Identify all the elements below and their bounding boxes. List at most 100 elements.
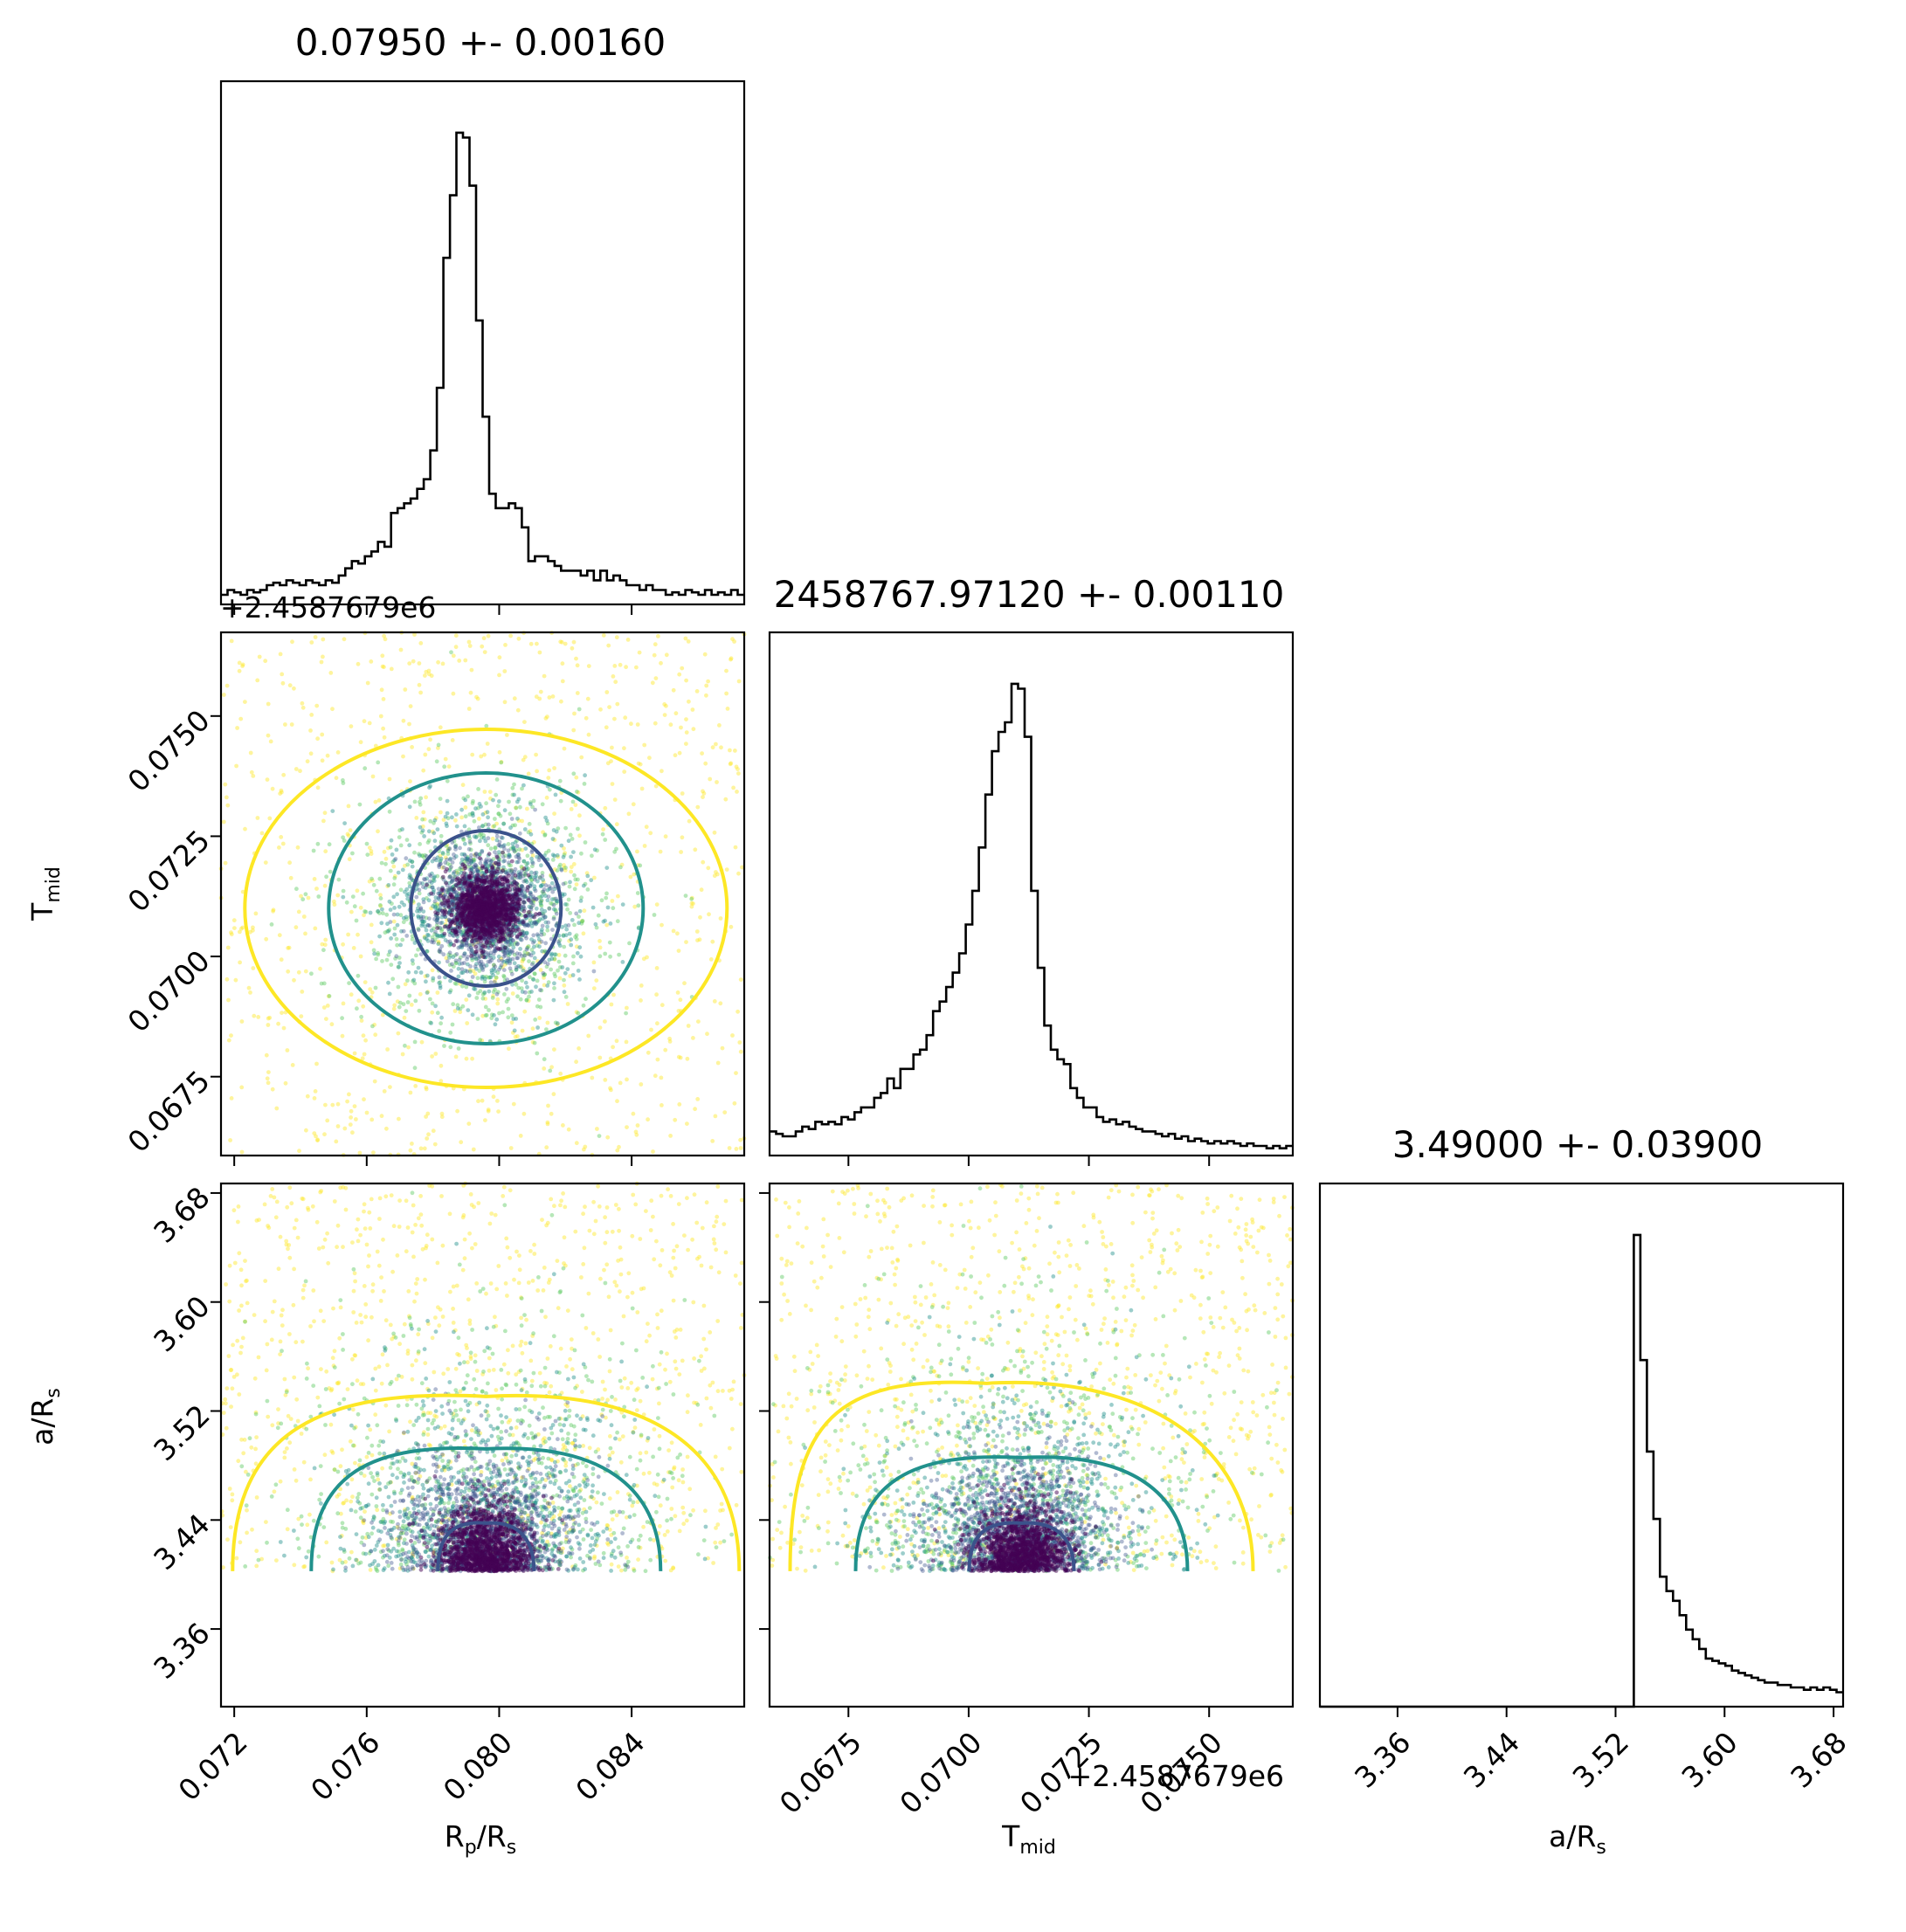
- point: [377, 934, 382, 939]
- point: [522, 720, 527, 724]
- point: [561, 854, 566, 859]
- point: [532, 944, 536, 949]
- point: [493, 964, 498, 969]
- point: [559, 699, 563, 704]
- point: [479, 804, 483, 809]
- point: [369, 1452, 375, 1458]
- point: [491, 993, 495, 998]
- point: [493, 978, 497, 983]
- point: [485, 902, 489, 907]
- point: [718, 1001, 723, 1006]
- point: [516, 818, 521, 823]
- point: [698, 914, 702, 920]
- point: [607, 705, 611, 709]
- point: [722, 1110, 728, 1114]
- point: [605, 761, 611, 766]
- point: [320, 758, 325, 763]
- point: [609, 1002, 614, 1007]
- point: [664, 703, 668, 708]
- point: [340, 1447, 344, 1452]
- point: [476, 886, 480, 891]
- point: [484, 801, 488, 806]
- point: [410, 958, 415, 963]
- point: [638, 762, 643, 767]
- point: [299, 1014, 304, 1018]
- point: [435, 990, 440, 995]
- point: [362, 719, 367, 724]
- point: [636, 761, 641, 766]
- point: [270, 786, 275, 791]
- point: [418, 1146, 424, 1151]
- point: [341, 778, 345, 783]
- point: [439, 1114, 445, 1120]
- point: [224, 795, 229, 800]
- point: [269, 922, 274, 927]
- point: [391, 1224, 397, 1229]
- point: [452, 870, 457, 874]
- point: [438, 797, 443, 801]
- point: [547, 884, 551, 889]
- point: [691, 1036, 695, 1040]
- point: [393, 857, 398, 861]
- point: [503, 945, 508, 950]
- point: [538, 1004, 543, 1010]
- point: [251, 928, 255, 933]
- point: [330, 1102, 335, 1107]
- point: [321, 1319, 327, 1323]
- point: [444, 956, 449, 961]
- point: [506, 1015, 511, 1020]
- point: [383, 637, 388, 642]
- point: [673, 1514, 678, 1519]
- point: [361, 1004, 366, 1009]
- point: [541, 970, 546, 976]
- point: [447, 923, 452, 928]
- point: [735, 1009, 740, 1014]
- point: [427, 785, 432, 790]
- point: [574, 775, 579, 780]
- point: [226, 997, 231, 1003]
- point: [511, 1031, 515, 1035]
- point: [356, 932, 360, 937]
- point: [728, 748, 732, 753]
- point: [521, 866, 527, 872]
- point: [373, 799, 378, 804]
- point: [314, 1219, 320, 1225]
- point: [675, 990, 680, 995]
- point: [568, 911, 573, 915]
- point: [525, 951, 530, 956]
- point: [566, 923, 571, 928]
- point: [597, 954, 603, 959]
- point: [660, 769, 664, 774]
- point: [251, 925, 255, 930]
- point: [305, 759, 310, 764]
- point: [653, 1073, 658, 1079]
- point: [377, 1217, 382, 1221]
- point: [224, 1282, 228, 1287]
- point: [428, 818, 433, 824]
- point: [451, 955, 456, 960]
- point: [469, 667, 474, 673]
- point: [489, 958, 494, 963]
- point: [687, 818, 692, 824]
- point: [496, 954, 501, 959]
- point: [604, 891, 609, 896]
- point: [579, 851, 584, 856]
- point: [365, 852, 370, 857]
- point: [549, 1111, 554, 1116]
- point: [327, 842, 332, 847]
- point: [618, 662, 623, 667]
- point: [388, 920, 393, 924]
- point: [715, 872, 720, 877]
- point: [673, 1366, 679, 1371]
- point: [576, 826, 580, 831]
- point: [572, 922, 577, 928]
- point: [508, 633, 513, 638]
- point: [538, 884, 543, 889]
- point: [509, 971, 514, 976]
- point: [246, 985, 252, 990]
- point: [391, 919, 397, 924]
- point: [510, 785, 515, 790]
- point: [243, 700, 247, 704]
- point: [733, 845, 738, 850]
- point: [687, 699, 691, 704]
